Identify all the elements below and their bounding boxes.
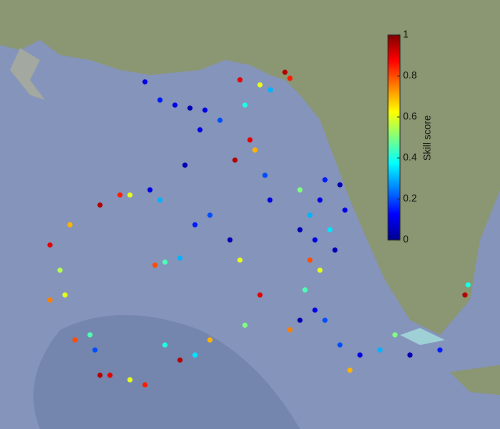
data-point bbox=[232, 157, 238, 163]
data-point bbox=[237, 77, 243, 83]
data-point bbox=[312, 307, 318, 313]
data-point bbox=[297, 227, 303, 233]
data-point bbox=[357, 352, 363, 358]
data-point bbox=[377, 347, 383, 353]
data-point bbox=[317, 267, 323, 273]
data-point bbox=[262, 172, 268, 178]
data-point bbox=[47, 297, 53, 303]
cuba bbox=[450, 365, 500, 395]
data-point bbox=[322, 177, 328, 183]
data-point bbox=[327, 227, 333, 233]
data-point bbox=[127, 377, 133, 383]
data-point bbox=[162, 259, 168, 265]
colorbar-ticks: 0 0.2 0.4 0.6 0.8 1 bbox=[397, 30, 417, 246]
data-point bbox=[242, 102, 248, 108]
data-point bbox=[127, 192, 133, 198]
data-point bbox=[177, 357, 183, 363]
data-point bbox=[312, 237, 318, 243]
land bbox=[0, 0, 500, 335]
data-point bbox=[87, 332, 93, 338]
colorbar-tick-label: 1 bbox=[403, 30, 409, 41]
data-point bbox=[242, 322, 248, 328]
data-point bbox=[267, 197, 273, 203]
data-point bbox=[172, 102, 178, 108]
data-point bbox=[247, 137, 253, 143]
colorbar-label: Skill score bbox=[423, 115, 434, 161]
data-point bbox=[302, 287, 308, 293]
data-point bbox=[465, 282, 471, 288]
data-point bbox=[337, 182, 343, 188]
data-point bbox=[287, 75, 293, 81]
colorbar bbox=[387, 34, 401, 241]
data-point bbox=[177, 255, 183, 261]
data-point bbox=[67, 222, 73, 228]
data-point bbox=[147, 187, 153, 193]
data-point bbox=[257, 292, 263, 298]
delta bbox=[10, 48, 45, 100]
data-point bbox=[227, 237, 233, 243]
data-point bbox=[162, 342, 168, 348]
data-point bbox=[107, 372, 113, 378]
data-point bbox=[142, 382, 148, 388]
colorbar-tick-label: 0.2 bbox=[403, 194, 417, 205]
data-point bbox=[347, 367, 353, 373]
data-point bbox=[237, 257, 243, 263]
data-point bbox=[392, 332, 398, 338]
data-point bbox=[157, 97, 163, 103]
data-point bbox=[407, 352, 413, 358]
points bbox=[47, 69, 471, 388]
data-point bbox=[462, 292, 468, 298]
data-point bbox=[207, 212, 213, 218]
data-point bbox=[97, 372, 103, 378]
data-point bbox=[282, 69, 288, 75]
florida-bay bbox=[400, 328, 445, 345]
data-point bbox=[342, 207, 348, 213]
data-point bbox=[322, 317, 328, 323]
data-point bbox=[307, 257, 313, 263]
data-point bbox=[267, 87, 274, 93]
data-point bbox=[332, 247, 338, 253]
data-point bbox=[307, 212, 313, 218]
data-point bbox=[187, 105, 193, 111]
data-point bbox=[287, 327, 293, 333]
colorbar-tick-label: 0.6 bbox=[403, 112, 417, 123]
data-point bbox=[57, 267, 63, 273]
data-point bbox=[257, 82, 263, 88]
data-point bbox=[92, 347, 98, 353]
data-point bbox=[207, 337, 213, 343]
data-point bbox=[437, 347, 443, 353]
data-point bbox=[142, 79, 148, 85]
data-point bbox=[192, 352, 198, 358]
data-point bbox=[202, 107, 208, 113]
colorbar-tick-label: 0.8 bbox=[403, 71, 417, 82]
data-point bbox=[117, 192, 123, 198]
data-point bbox=[152, 262, 158, 268]
data-point bbox=[47, 242, 53, 248]
data-point bbox=[217, 117, 223, 123]
data-point bbox=[62, 292, 68, 298]
data-point bbox=[72, 337, 78, 343]
data-point bbox=[297, 317, 303, 323]
colorbar-tick-label: 0.4 bbox=[403, 153, 417, 164]
deep-basin bbox=[33, 315, 300, 429]
data-point bbox=[337, 342, 343, 348]
data-point bbox=[252, 147, 258, 153]
data-point bbox=[157, 197, 163, 203]
data-point bbox=[197, 127, 203, 133]
data-point bbox=[97, 202, 103, 208]
data-point bbox=[182, 162, 188, 168]
data-point bbox=[317, 197, 323, 203]
data-point bbox=[192, 222, 198, 228]
colorbar-tick-label: 0 bbox=[403, 235, 409, 246]
data-point bbox=[297, 187, 303, 193]
